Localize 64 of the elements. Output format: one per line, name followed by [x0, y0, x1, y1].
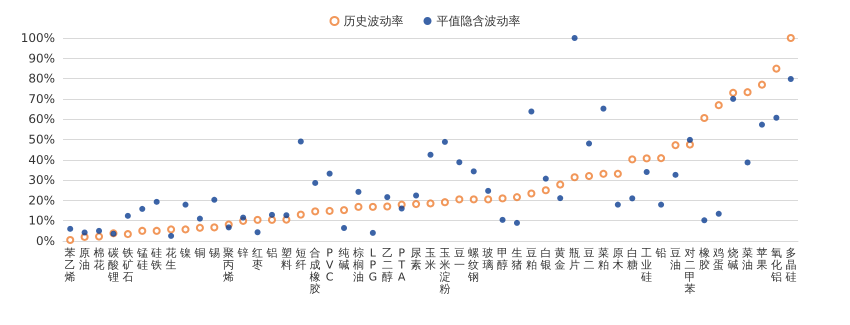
x-tick-label: 工业硅: [640, 246, 652, 284]
x-tick-label: 菜粕: [598, 246, 609, 272]
x-tick-label: 黄金: [554, 246, 566, 272]
x-tick-label: 白银: [539, 246, 552, 272]
x-tick-label: 鸡蛋: [712, 246, 724, 272]
x-tick-label: 塑料: [280, 246, 292, 272]
x-tick-label: 白糖: [626, 246, 638, 272]
x-tick-label: 玉米: [425, 246, 436, 272]
x-tick-label: 乙二醇: [382, 246, 393, 284]
x-tick-label: 锰硅: [136, 246, 148, 272]
x-tick-label: 对二甲苯: [684, 246, 696, 296]
y-tick-label: 0%: [36, 234, 55, 248]
x-tick-label: 红枣: [252, 246, 264, 272]
x-tick-label: PTA: [397, 246, 406, 284]
y-tick-label: 90%: [28, 51, 55, 66]
x-tick-label: 聚丙烯: [223, 246, 234, 284]
x-tick-label: 铅: [654, 246, 667, 260]
legend-label: 历史波动率: [344, 14, 404, 28]
x-tick-label: 锌: [236, 246, 249, 260]
x-tick-label: 多晶硅: [784, 246, 796, 284]
x-tick-label: 短纤: [295, 246, 306, 272]
x-tick-label: 豆一: [454, 246, 465, 272]
legend-label: 平值隐含波动率: [436, 14, 520, 28]
x-tick-label: 铁矿石: [121, 246, 134, 284]
y-tick-label: 100%: [20, 31, 55, 45]
x-tick-label: 碳酸锂: [106, 246, 119, 284]
y-tick-label: 20%: [28, 193, 55, 208]
y-tick-label: 50%: [28, 132, 55, 146]
x-tick-label: 豆粕: [526, 246, 537, 272]
x-tick-label: 锡: [208, 246, 220, 260]
x-tick-label: 苯乙烯: [64, 246, 76, 284]
x-tick-label: 镍: [179, 246, 191, 260]
x-tick-label: 合成橡胶: [310, 246, 321, 296]
x-tick-label: PVC: [326, 246, 334, 284]
x-tick-label: 铜: [193, 246, 206, 260]
x-tick-label: 甲醇: [497, 246, 508, 272]
x-tick-label: 螺纹钢: [467, 246, 480, 284]
x-tick-label: 棉花: [94, 246, 105, 272]
y-tick-label: 70%: [28, 92, 55, 106]
x-tick-label: 烧碱: [728, 246, 739, 272]
x-tick-label: 纯碱: [338, 246, 350, 272]
x-tick-label: 氧化铝: [770, 246, 782, 284]
x-tick-label: 玻璃: [482, 246, 494, 272]
x-tick-label: 生猪: [511, 246, 522, 272]
y-tick-label: 40%: [28, 152, 55, 167]
x-tick-label: 硅铁: [150, 246, 162, 272]
x-tick-label: 原木: [612, 246, 624, 272]
y-tick-label: 10%: [28, 214, 55, 228]
x-tick-label: 菜油: [742, 246, 754, 272]
x-tick-label: 瓶片: [569, 246, 580, 272]
y-tick-label: 60%: [28, 112, 55, 126]
y-tick-label: 30%: [28, 173, 55, 188]
y-tick-label: 80%: [28, 72, 55, 86]
x-tick-label: 橡胶: [698, 246, 710, 272]
x-tick-label: LPG: [368, 246, 378, 284]
x-tick-label: 玉米淀粉: [439, 246, 450, 296]
x-tick-label: 尿素: [410, 246, 422, 272]
x-tick-label: 原油: [79, 246, 90, 272]
x-tick-label: 豆二: [584, 246, 595, 272]
x-tick-label: 棕榈油: [352, 246, 364, 284]
x-tick-label: 苹果: [756, 246, 768, 272]
x-tick-label: 豆油: [670, 246, 681, 272]
x-tick-label: 花生: [166, 246, 177, 272]
x-tick-label: 铝: [265, 246, 278, 260]
